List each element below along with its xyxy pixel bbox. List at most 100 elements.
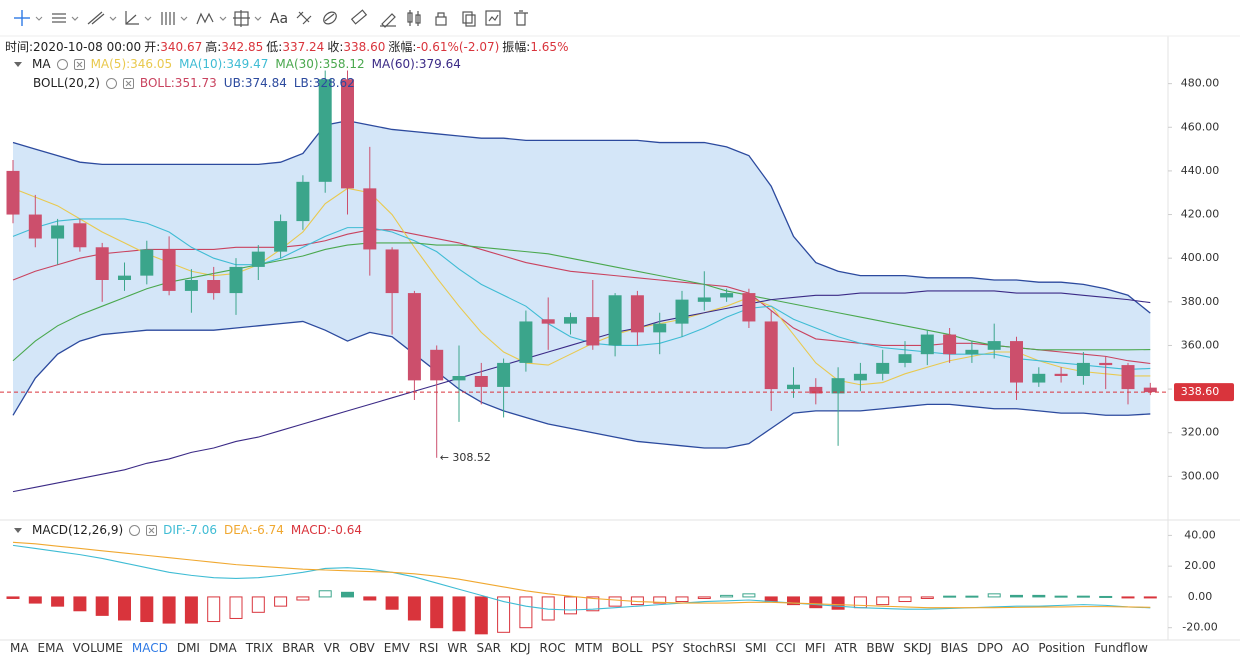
- candle-body: [541, 319, 555, 324]
- indicator-tab[interactable]: MFI: [804, 641, 826, 655]
- indicator-tab[interactable]: MA: [10, 641, 29, 655]
- macd-bar: [229, 596, 243, 619]
- macd-bar: [1032, 594, 1046, 598]
- indicator-tab[interactable]: BBW: [866, 641, 895, 655]
- wave-tool[interactable]: [196, 12, 214, 25]
- macd-bar: [1143, 596, 1157, 599]
- y-tick-label: 20.00: [1184, 559, 1216, 572]
- indicator-tab[interactable]: PSY: [651, 641, 674, 655]
- info-label: 高:: [205, 40, 222, 54]
- bars-tool[interactable]: [161, 12, 175, 25]
- indicator-tab[interactable]: ATR: [834, 641, 858, 655]
- info-item: 收:338.60: [327, 40, 385, 54]
- collapse-caret[interactable]: [14, 527, 22, 533]
- macd-bar: [1010, 594, 1023, 598]
- macd-bar: [341, 591, 354, 598]
- candle-body: [787, 384, 800, 390]
- indicator-tabs: MA EMA VOLUME MACD DMI DMA TRIX BRAR VR OBV EMV RSI…: [10, 641, 1148, 659]
- candles-tool[interactable]: [407, 10, 421, 26]
- trend-tool[interactable]: [87, 11, 105, 25]
- dropdown-caret[interactable]: [219, 16, 227, 21]
- ruler-tool[interactable]: [350, 9, 368, 25]
- candle-body: [809, 386, 823, 394]
- macd-bar: [28, 596, 42, 604]
- indicator-tab[interactable]: VOLUME: [72, 641, 123, 655]
- candle-body: [430, 349, 444, 381]
- candle-body: [251, 251, 265, 267]
- close-icon[interactable]: [146, 524, 158, 536]
- macd-bar: [876, 596, 890, 606]
- collapse-caret[interactable]: [14, 61, 22, 67]
- indicator-tab[interactable]: SAR: [476, 641, 501, 655]
- y-tick-label: 300.00: [1181, 469, 1220, 482]
- indicator-tab[interactable]: OBV: [349, 641, 375, 655]
- indicator-tab[interactable]: WR: [447, 641, 468, 655]
- indicator-tab[interactable]: MACD: [131, 641, 168, 655]
- indicator-tab[interactable]: AO: [1011, 641, 1030, 655]
- indicator-tab[interactable]: EMA: [37, 641, 64, 655]
- indicator-tab[interactable]: VR: [323, 641, 341, 655]
- dropdown-caret[interactable]: [180, 16, 188, 21]
- candle-body: [229, 266, 243, 294]
- text-tool[interactable]: Aa: [270, 11, 288, 27]
- candle-body: [831, 378, 845, 394]
- macd-bar: [140, 596, 154, 623]
- indicator-tab[interactable]: DPO: [977, 641, 1004, 655]
- angle-tool[interactable]: [125, 11, 139, 25]
- indicator-name: MA: [32, 57, 51, 71]
- indicator-tab[interactable]: StochRSI: [682, 641, 736, 655]
- settings-icon[interactable]: [129, 524, 141, 536]
- indicator-tab[interactable]: BOLL: [611, 641, 643, 655]
- settings-icon[interactable]: [105, 77, 117, 89]
- candle-body: [140, 249, 154, 276]
- indicator-tab[interactable]: KDJ: [509, 641, 531, 655]
- indicator-tab[interactable]: BIAS: [940, 641, 969, 655]
- lock-tool[interactable]: [435, 12, 447, 26]
- candle-body: [296, 181, 310, 222]
- indicator-tab[interactable]: BRAR: [282, 641, 315, 655]
- candle-body: [385, 249, 399, 294]
- line-tool[interactable]: [52, 13, 66, 23]
- magnet-tool[interactable]: [321, 10, 338, 27]
- indicator-tab[interactable]: DMI: [176, 641, 200, 655]
- candle-body: [1010, 341, 1023, 383]
- settings-tool[interactable]: [485, 10, 501, 26]
- dropdown-caret[interactable]: [254, 16, 262, 21]
- info-label: 时间:: [5, 40, 34, 54]
- close-icon[interactable]: [122, 77, 134, 89]
- indicator-tab[interactable]: CCI: [775, 641, 796, 655]
- indicator-tab[interactable]: SKDJ: [903, 641, 932, 655]
- dropdown-caret[interactable]: [144, 16, 152, 21]
- y-tick-label: 440.00: [1181, 164, 1220, 177]
- macd-bar: [184, 596, 198, 624]
- measure-tool[interactable]: [233, 10, 250, 27]
- indicator-tab[interactable]: Position: [1038, 641, 1086, 655]
- indicator-tab[interactable]: EMV: [383, 641, 410, 655]
- macd-bar: [162, 596, 176, 624]
- close-icon[interactable]: [73, 58, 85, 70]
- y-tick-label: 460.00: [1181, 120, 1220, 133]
- indicator-tab[interactable]: SMI: [744, 641, 767, 655]
- copy-tool[interactable]: [462, 11, 476, 27]
- dropdown-caret[interactable]: [109, 16, 117, 21]
- indicator-tab[interactable]: RSI: [418, 641, 439, 655]
- edit-tool[interactable]: [380, 13, 396, 28]
- indicator-tab[interactable]: MTM: [574, 641, 603, 655]
- macd-bar: [497, 596, 511, 633]
- indicator-tab[interactable]: TRIX: [245, 641, 274, 655]
- crosshair-tool[interactable]: [14, 10, 30, 26]
- indicator-tab[interactable]: DMA: [208, 641, 237, 655]
- candle-body: [184, 280, 198, 291]
- delete-tool[interactable]: [514, 10, 528, 26]
- info-value: 337.24: [282, 40, 325, 54]
- macd-bar: [653, 596, 667, 604]
- y-tick-label: 40.00: [1184, 528, 1216, 541]
- settings-icon[interactable]: [56, 58, 68, 70]
- indicator-tab[interactable]: Fundflow: [1094, 641, 1148, 655]
- dropdown-caret[interactable]: [71, 16, 79, 21]
- macd-bar: [452, 596, 466, 632]
- candle-body: [965, 349, 979, 355]
- indicator-tab[interactable]: ROC: [539, 641, 566, 655]
- pattern-tool[interactable]: [296, 11, 312, 25]
- dropdown-caret[interactable]: [35, 16, 43, 21]
